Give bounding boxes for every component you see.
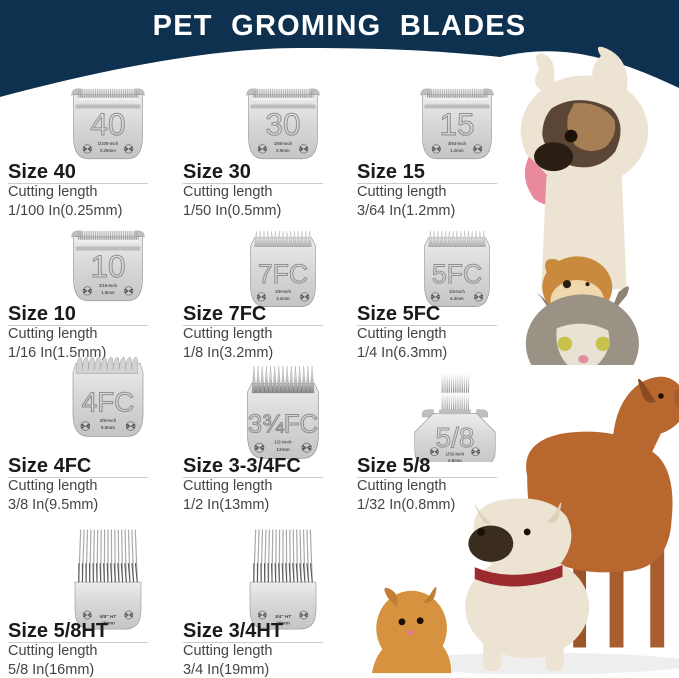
svg-text:13mm: 13mm: [276, 447, 289, 452]
svg-text:5/8" HT: 5/8" HT: [100, 614, 117, 619]
svg-text:3¾FC: 3¾FC: [248, 411, 318, 439]
svg-text:3/64-Inch: 3/64-Inch: [448, 141, 467, 146]
svg-text:0.5mm: 0.5mm: [276, 148, 290, 153]
svg-text:3/4" HT: 3/4" HT: [275, 614, 292, 619]
svg-text:6.3mm: 6.3mm: [450, 296, 464, 301]
svg-text:1/2-Inch: 1/2-Inch: [274, 439, 292, 444]
svg-text:1/16-Inch: 1/16-Inch: [99, 283, 118, 288]
svg-text:15: 15: [439, 106, 474, 142]
svg-text:40: 40: [90, 106, 125, 142]
svg-text:0.25mm: 0.25mm: [100, 148, 116, 153]
svg-text:30: 30: [265, 106, 300, 142]
svg-text:3.2mm: 3.2mm: [276, 296, 290, 301]
svg-text:1.2mm: 1.2mm: [450, 148, 464, 153]
svg-text:10: 10: [90, 248, 125, 284]
svg-text:5FC: 5FC: [432, 259, 482, 289]
svg-text:1/100-Inch: 1/100-Inch: [98, 141, 119, 146]
svg-text:9.5mm: 9.5mm: [101, 425, 115, 430]
svg-text:1/8-Inch: 1/8-Inch: [275, 289, 291, 294]
svg-text:1/50-Inch: 1/50-Inch: [274, 141, 293, 146]
svg-text:3/8-Inch: 3/8-Inch: [100, 418, 117, 423]
svg-text:7FC: 7FC: [258, 259, 308, 289]
svg-text:4FC: 4FC: [82, 387, 135, 418]
svg-text:1.5mm: 1.5mm: [101, 290, 115, 295]
svg-text:1/4-Inch: 1/4-Inch: [449, 289, 465, 294]
